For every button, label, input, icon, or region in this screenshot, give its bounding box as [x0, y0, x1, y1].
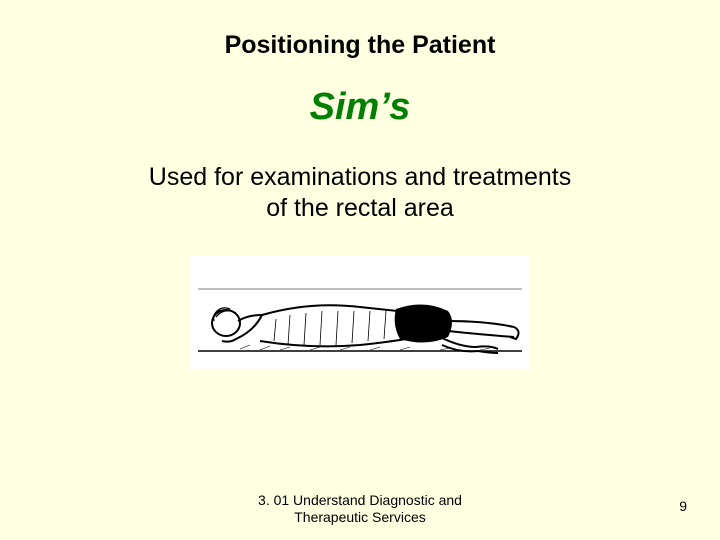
footer-line-2: Therapeutic Services [294, 509, 426, 525]
body-line-2: of the rectal area [266, 194, 454, 222]
footer-line-1: 3. 01 Understand Diagnostic and [258, 492, 462, 508]
footer-text: 3. 01 Understand Diagnostic and Therapeu… [0, 492, 720, 526]
body-text: Used for examinations and treatments of … [0, 162, 720, 225]
page-number: 9 [679, 498, 687, 514]
slide-subtitle: Sim’s [0, 86, 720, 129]
slide-container: Positioning the Patient Sim’s Used for e… [0, 0, 720, 540]
slide-title: Positioning the Patient [0, 31, 720, 60]
sims-position-icon [190, 255, 530, 370]
body-line-1: Used for examinations and treatments [149, 163, 571, 191]
position-illustration [190, 255, 530, 370]
